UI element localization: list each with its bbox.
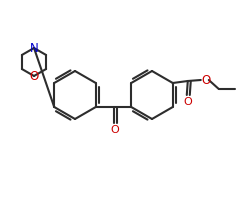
Text: O: O [183, 97, 192, 107]
Text: O: O [29, 70, 39, 82]
Text: N: N [30, 42, 38, 54]
Text: O: O [202, 73, 211, 86]
Text: O: O [111, 125, 119, 135]
